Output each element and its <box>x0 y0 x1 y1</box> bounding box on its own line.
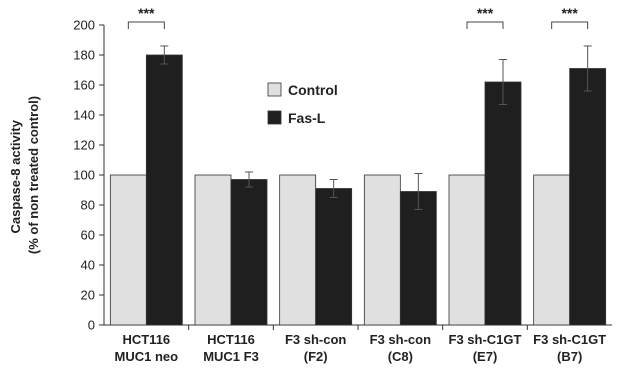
y-tick-label: 60 <box>81 228 95 243</box>
y-tick-label: 80 <box>81 198 95 213</box>
legend: Control Fas-L <box>267 82 338 126</box>
y-axis-title: Caspase-8 activity (% of non treated con… <box>8 96 41 254</box>
significance-label: *** <box>477 5 494 21</box>
y-axis-title-line-1: Caspase-8 activity <box>8 119 23 233</box>
x-tick-label: HCT116 MUC1 F3 <box>203 332 259 364</box>
y-tick-label: 160 <box>73 78 95 93</box>
bar-control <box>194 174 232 326</box>
significance-bracket <box>551 21 589 29</box>
error-bars <box>160 45 592 210</box>
significance-label: *** <box>138 5 155 21</box>
legend-swatch-control <box>267 82 282 97</box>
x-tick-label: F3 sh-con (F2) <box>285 332 346 364</box>
bar-control <box>448 174 486 326</box>
bar-fas-l <box>315 188 353 326</box>
y-axis-title-line-2: (% of non treated control) <box>26 96 41 254</box>
significance-bracket <box>127 21 165 29</box>
bar-control <box>279 174 317 326</box>
bar-fas-l <box>399 191 437 326</box>
x-tick-label: F3 sh-con (C8) <box>370 332 431 364</box>
y-tick-label: 0 <box>88 318 95 333</box>
significance-markers: *** *** *** <box>127 5 589 29</box>
y-tick-label: 40 <box>81 258 95 273</box>
y-tick-label: 140 <box>73 108 95 123</box>
y-tick-label: 120 <box>73 138 95 153</box>
y-tick-label: 180 <box>73 48 95 63</box>
x-tick-label: HCT116 MUC1 neo <box>115 332 179 364</box>
bar-fas-l <box>484 81 522 326</box>
legend-label-fas-l: Fas-L <box>288 110 326 126</box>
x-tick-label: F3 sh-C1GT (E7) <box>449 332 522 364</box>
axes: 0 20 40 60 80 100 120 140 160 180 200 HCT116 MUC1 ne… <box>73 18 612 364</box>
legend-label-control: Control <box>288 82 338 98</box>
significance-label: *** <box>561 5 578 21</box>
y-tick-label: 20 <box>81 288 95 303</box>
bar-control <box>363 174 401 326</box>
bar-fas-l <box>145 54 183 326</box>
bar-control <box>533 174 571 326</box>
bar-fas-l <box>230 179 268 326</box>
bars <box>109 54 607 326</box>
legend-swatch-fas-l <box>267 110 282 125</box>
y-tick-label: 200 <box>73 18 95 33</box>
y-tick-label: 100 <box>73 168 95 183</box>
bar-fas-l <box>569 68 607 326</box>
bar-control <box>109 174 147 326</box>
x-tick-label: F3 sh-C1GT (B7) <box>533 332 606 364</box>
significance-bracket <box>466 21 504 29</box>
